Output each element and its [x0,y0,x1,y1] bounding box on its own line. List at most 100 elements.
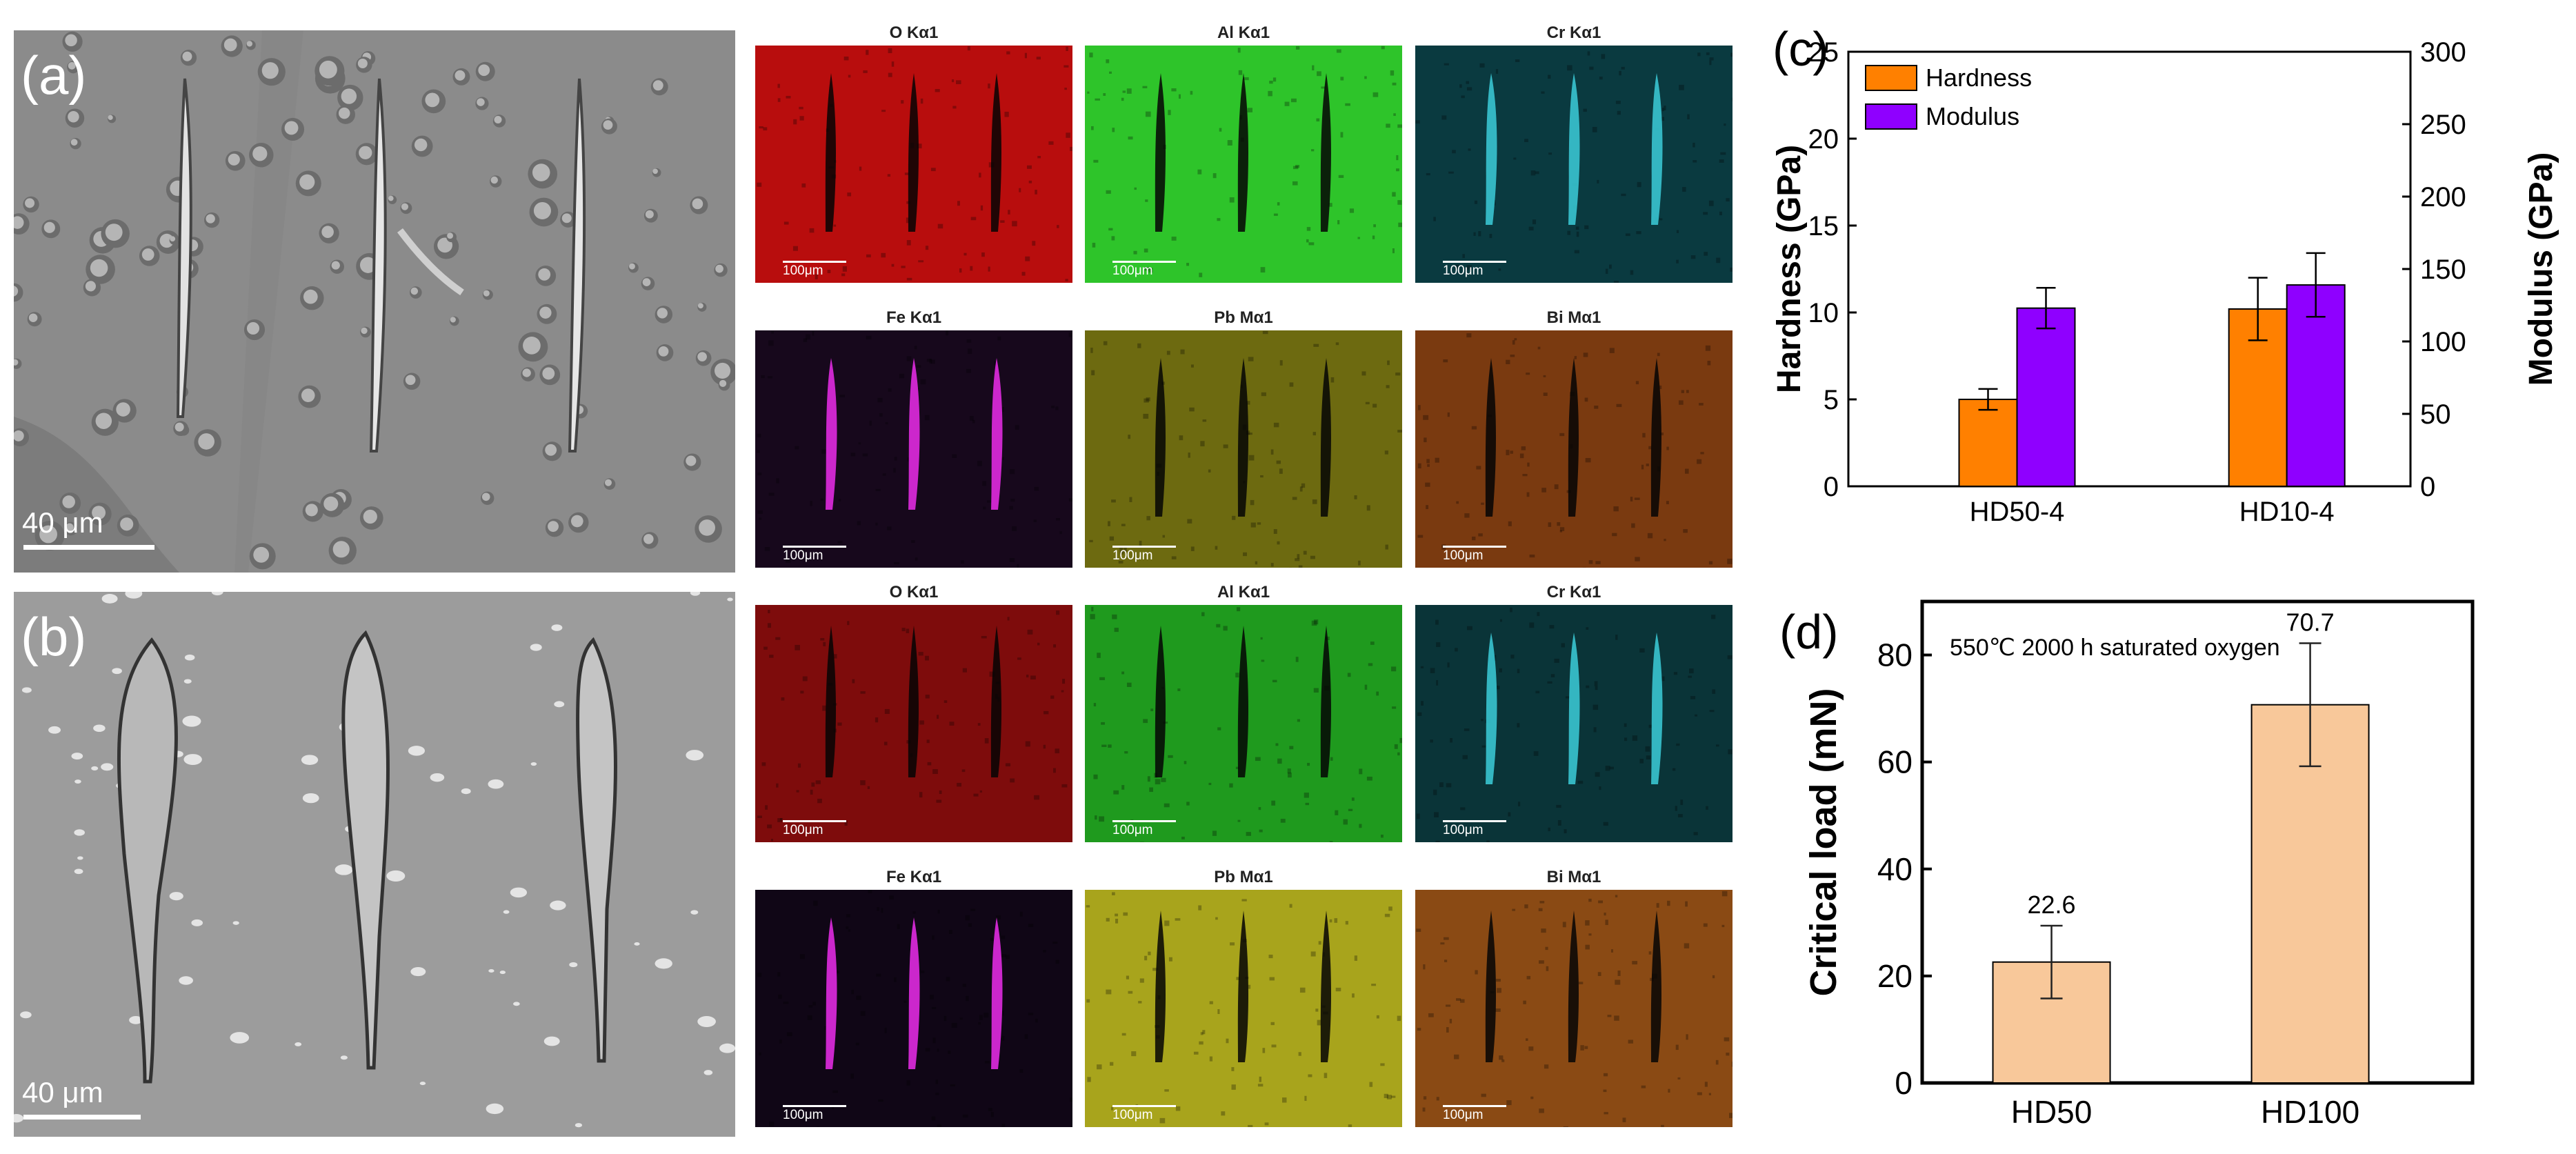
particle [386,870,406,882]
speckle [885,422,888,425]
speckle [827,270,831,274]
speckle [1657,352,1660,357]
speckle [1460,807,1466,810]
speckle [758,1052,761,1056]
speckle [1546,966,1549,971]
speckle [1461,95,1465,99]
speckle [832,1090,839,1093]
particle-highlight [425,92,440,108]
speckle [1646,464,1649,466]
speckle [981,252,985,257]
speckle [930,168,936,172]
speckle [1284,101,1290,106]
particle [575,1123,583,1128]
particle [179,976,193,985]
speckle [1661,676,1665,682]
speckle [883,742,888,746]
speckle [1262,1048,1266,1053]
speckle [888,48,892,54]
speckle [1603,1073,1608,1077]
speckle [966,995,969,1002]
particle-highlight [533,201,551,220]
speckle [1384,913,1390,917]
speckle [899,373,905,379]
speckle [1087,1077,1091,1082]
speckle [793,119,797,125]
speckle [1005,955,1010,959]
speckle [882,473,886,476]
speckle [775,637,781,640]
speckle [1348,808,1353,811]
particle [183,754,202,765]
speckle [1728,1113,1733,1118]
speckle [1392,706,1397,709]
speckle [1089,52,1093,58]
speckle [1526,372,1530,375]
speckle [1659,432,1664,436]
particle [77,856,83,860]
speckle [1699,403,1704,406]
speckle [984,1013,989,1018]
speckle [1495,69,1499,74]
eds-map-image: 100μm [1085,605,1402,842]
speckle [1212,173,1217,179]
speckle [1126,682,1132,687]
speckle [1217,218,1221,221]
crack-shadow [825,626,836,777]
eds-map: Bi Mα1 100μm [1415,868,1733,1128]
speckle [1199,1041,1204,1045]
speckle [779,818,783,821]
particle-highlight [25,198,35,208]
speckle [932,769,938,775]
bar-hardness [1958,399,2018,487]
speckle [1397,200,1402,205]
speckle [817,798,822,804]
y-tick-label: 15 [1808,211,1839,241]
speckle [795,644,800,650]
speckle [1446,783,1452,788]
speckle [850,452,856,457]
speckle [847,192,852,197]
speckle [1114,628,1119,633]
speckle [1706,52,1710,55]
speckle [1295,46,1300,50]
speckle [1243,552,1248,557]
particle-highlight [14,430,24,441]
speckle [1368,663,1373,666]
speckle [1124,751,1128,754]
speckle [1260,475,1264,478]
eds-scale-line [1112,1105,1176,1107]
speckle [1268,90,1272,97]
speckle [1005,763,1011,767]
speckle [1184,761,1187,764]
speckle [1471,536,1476,541]
speckle [1455,264,1459,270]
speckle [1137,343,1141,348]
speckle [970,217,977,221]
speckle [1025,741,1030,747]
speckle [1321,86,1326,89]
particle-highlight [450,317,456,323]
speckle [1091,126,1094,130]
speckle [1048,141,1054,145]
speckle [1217,1009,1220,1015]
speckle [1062,679,1066,684]
speckle [1260,267,1266,273]
speckle [1272,679,1277,683]
x-tick-label: HD50-4 [1970,497,2065,527]
y2-tick-label: 250 [2420,110,2466,140]
particle-highlight [95,412,112,429]
speckle [1230,942,1235,946]
eds-scale-bar: 100μm [1443,820,1526,841]
speckle [1246,832,1251,836]
speckle [1567,65,1572,71]
particle-highlight [62,495,75,508]
element-streak [826,917,837,1069]
speckle [1527,462,1530,467]
speckle [1376,691,1379,696]
eds-map-title: Cr Kα1 [1546,23,1601,42]
particle-highlight [253,546,270,563]
speckle [959,268,962,273]
speckle [875,717,879,723]
speckle [906,277,912,281]
